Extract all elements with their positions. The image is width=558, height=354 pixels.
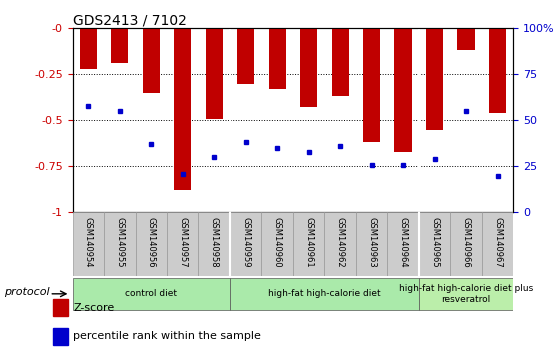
Bar [174,28,191,190]
Text: high-fat high-calorie diet plus
resveratrol: high-fat high-calorie diet plus resverat… [399,284,533,303]
Bar [230,278,419,310]
Text: GSM140963: GSM140963 [367,217,376,268]
Text: GSM140956: GSM140956 [147,217,156,268]
Bar [237,28,254,84]
Bar [53,299,68,316]
Bar [143,28,160,93]
Text: GSM140967: GSM140967 [493,217,502,268]
Text: GSM140958: GSM140958 [210,217,219,268]
Bar [262,212,293,276]
Text: control diet: control diet [125,289,177,298]
Bar [482,212,513,276]
Text: GSM140961: GSM140961 [304,217,313,268]
Bar [356,212,387,276]
Bar [73,212,104,276]
Bar [293,212,324,276]
Text: GSM140960: GSM140960 [273,217,282,268]
Bar [363,28,381,142]
Bar [80,28,97,69]
Bar [53,328,68,345]
Bar [489,28,506,113]
Bar [268,28,286,89]
Text: GSM140954: GSM140954 [84,217,93,268]
Bar [300,28,318,108]
Text: GSM140965: GSM140965 [430,217,439,268]
Bar [111,28,128,63]
Bar [426,28,443,130]
Bar [230,212,262,276]
Text: GSM140964: GSM140964 [398,217,408,268]
Text: GSM140959: GSM140959 [241,217,250,268]
Bar [199,212,230,276]
Bar [419,278,513,310]
Bar [104,212,136,276]
Bar [387,212,419,276]
Text: protocol: protocol [4,287,49,297]
Bar [419,212,450,276]
Bar [73,278,230,310]
Text: high-fat high-calorie diet: high-fat high-calorie diet [268,289,381,298]
Bar [458,28,475,50]
Bar [450,212,482,276]
Bar [136,212,167,276]
Text: GSM140962: GSM140962 [336,217,345,268]
Text: GSM140957: GSM140957 [178,217,187,268]
Text: GSM140966: GSM140966 [461,217,470,268]
Bar [395,28,412,152]
Text: percentile rank within the sample: percentile rank within the sample [73,331,261,341]
Bar [205,28,223,119]
Text: GSM140955: GSM140955 [116,217,124,268]
Bar [324,212,356,276]
Text: GDS2413 / 7102: GDS2413 / 7102 [73,13,186,27]
Text: Z-score: Z-score [73,303,114,313]
Bar [331,28,349,96]
Bar [167,212,199,276]
